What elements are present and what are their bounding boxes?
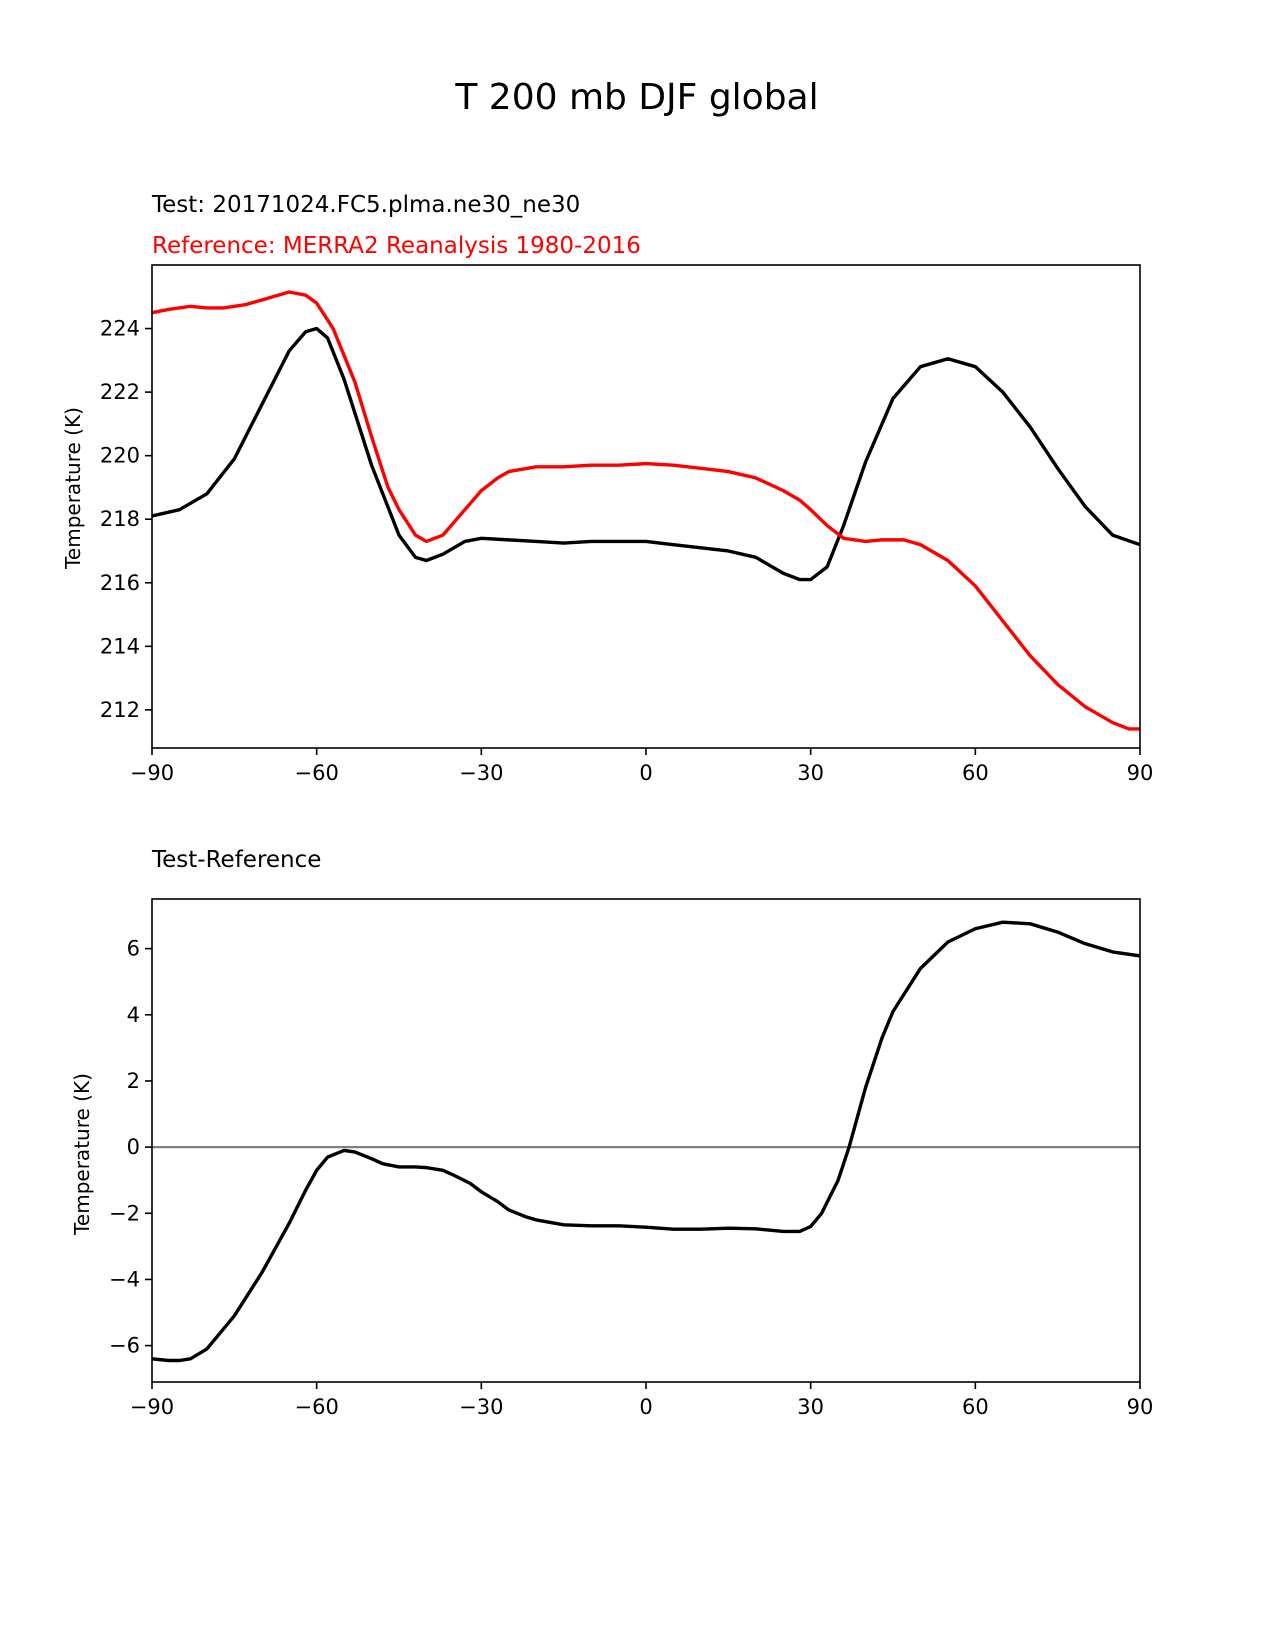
top-y-tick-label: 224 [100, 317, 140, 341]
bottom-x-tick-label: −30 [459, 1395, 503, 1419]
top-y-tick-label: 220 [100, 444, 140, 468]
bottom-y-tick-label: 0 [127, 1135, 140, 1159]
top-series-reference-line [152, 290, 1140, 731]
top-y-tick-label: 216 [100, 571, 140, 595]
bottom-x-tick-label: −90 [130, 1395, 174, 1419]
top-x-tick-label: −60 [295, 761, 339, 785]
bottom-chart: Test-Reference Temperature (K) −90 −60 −30… [70, 847, 1153, 1419]
top-y-tick-label: 222 [100, 380, 140, 404]
top-y-tick-label: 218 [100, 507, 140, 531]
bottom-y-tick-label: −2 [109, 1201, 140, 1225]
top-y-tick-label: 212 [100, 698, 140, 722]
bottom-title: Test-Reference [151, 847, 321, 873]
top-y-tick-label: 214 [100, 634, 140, 658]
bottom-x-tick-label: 0 [639, 1395, 652, 1419]
bottom-x-tick-label: 60 [962, 1395, 989, 1419]
bottom-x-tick-label: 90 [1127, 1395, 1154, 1419]
top-plot-area: −90 −60 −30 0 30 60 90 212 214 216 218 220 222 224 [100, 264, 1154, 785]
figure-title: T 200 mb DJF global [454, 77, 818, 118]
top-x-tick-label: 0 [639, 761, 652, 785]
top-chart: Test: 20171024.FC5.plma.ne30_ne30 Refere… [61, 192, 1153, 785]
top-x-tick-label: −90 [130, 761, 174, 785]
bottom-y-tick-label: −6 [109, 1334, 140, 1358]
bottom-x-tick-label: 30 [797, 1395, 824, 1419]
bottom-y-tick-label: 6 [127, 937, 140, 961]
bottom-y-tick-label: −4 [109, 1267, 140, 1291]
bottom-y-tick-label: 2 [127, 1069, 140, 1093]
bottom-x-tick-label: −60 [295, 1395, 339, 1419]
top-series-test-line [152, 326, 1140, 582]
top-y-axis-label: Temperature (K) [61, 407, 85, 570]
bottom-series-test-reference-line [152, 920, 1140, 1363]
top-reference-title: Reference: MERRA2 Reanalysis 1980-2016 [152, 233, 641, 259]
bottom-plot-area: −90 −60 −30 0 30 60 90 −6 −4 −2 0 2 4 6 [109, 898, 1154, 1419]
top-x-tick-label: 90 [1127, 761, 1154, 785]
top-x-tick-label: 30 [797, 761, 824, 785]
bottom-y-axis-label: Temperature (K) [70, 1073, 94, 1236]
top-test-title: Test: 20171024.FC5.plma.ne30_ne30 [151, 192, 580, 218]
top-x-tick-label: 60 [962, 761, 989, 785]
top-x-tick-label: −30 [459, 761, 503, 785]
bottom-y-tick-label: 4 [127, 1003, 140, 1027]
